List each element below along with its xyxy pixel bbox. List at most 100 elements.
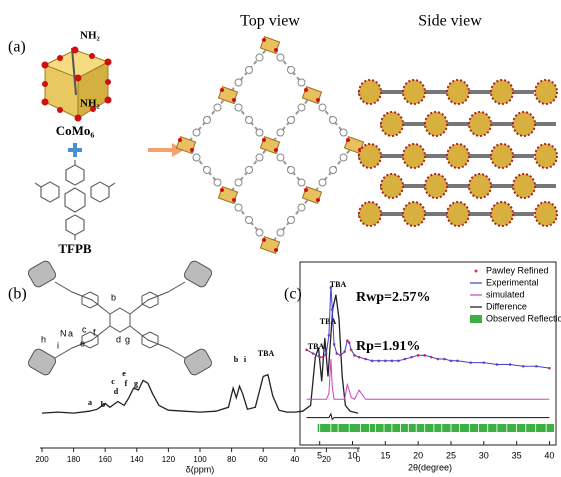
x-axis-label: 2θ(degree) — [408, 462, 452, 472]
cluster — [425, 112, 447, 136]
cluster — [359, 144, 381, 168]
oxygen — [262, 38, 266, 42]
linker-ring — [330, 117, 337, 124]
linker-ring — [288, 167, 295, 174]
cluster — [513, 112, 535, 136]
peak-label: b — [101, 400, 106, 409]
peak-label: b — [234, 355, 239, 364]
panel-label: (a) — [8, 39, 26, 56]
oxygen — [346, 138, 350, 142]
linker-ring — [277, 154, 284, 161]
oxygen — [190, 148, 194, 152]
x-tick-label: 200 — [35, 455, 49, 464]
linker-ring — [235, 179, 242, 186]
linker-ring — [214, 104, 221, 111]
linker-ring — [288, 67, 295, 74]
linker-ring — [288, 117, 295, 124]
peak-label: d — [114, 387, 119, 396]
cluster — [403, 144, 425, 168]
peak-label: i — [244, 355, 247, 364]
como6-cluster — [42, 47, 112, 122]
legend-label: Experimental — [486, 277, 539, 287]
atom-label: d — [116, 334, 121, 344]
cluster — [513, 174, 535, 198]
oxygen — [274, 148, 278, 152]
oxygen — [220, 188, 224, 192]
oxygen — [178, 138, 182, 142]
linker-ring — [298, 104, 305, 111]
atom-label: b — [111, 292, 116, 302]
atom-label: a — [68, 328, 73, 338]
cluster — [359, 202, 381, 226]
cluster — [491, 202, 513, 226]
oxygen — [262, 138, 266, 142]
linker-ring — [277, 54, 284, 61]
x-tick-label: 120 — [162, 455, 176, 464]
legend-marker — [475, 270, 478, 273]
linker-ring — [204, 117, 211, 124]
linker-ring — [277, 129, 284, 136]
view-title: Top view — [240, 13, 300, 30]
cluster — [469, 174, 491, 198]
x-tick-label: 160 — [99, 455, 113, 464]
linker-ring — [319, 179, 326, 186]
compound-label: TFPB — [58, 241, 92, 256]
legend-label: simulated — [486, 289, 525, 299]
group-label: NH₂ — [80, 98, 101, 110]
cluster — [381, 174, 403, 198]
oxygen — [304, 88, 308, 92]
linker-ring — [214, 179, 221, 186]
linker-ring — [340, 154, 347, 161]
x-tick-label: 20 — [413, 450, 423, 460]
peak-label: TBA — [320, 317, 337, 326]
linker-ring — [256, 54, 263, 61]
peak-label: f — [125, 379, 128, 388]
linker-ring — [246, 117, 253, 124]
linker-ring — [246, 67, 253, 74]
linker-ring — [298, 204, 305, 211]
legend-label: Difference — [486, 301, 527, 311]
x-tick-label: 5 — [317, 450, 322, 460]
atom-label: g — [125, 334, 130, 344]
cluster — [359, 80, 381, 104]
linker-ring — [298, 179, 305, 186]
linker-ring — [235, 204, 242, 211]
cluster — [425, 174, 447, 198]
group-label: NH₂ — [80, 30, 101, 42]
x-tick-label: 25 — [446, 450, 456, 460]
x-tick-label: 20 — [322, 455, 331, 464]
reflection-band — [318, 424, 554, 432]
oxygen — [232, 198, 236, 202]
linker-ring — [256, 154, 263, 161]
linker-ring — [235, 104, 242, 111]
atom-label: f — [93, 327, 96, 337]
panel-label: (c) — [284, 286, 302, 303]
panel-label: (b) — [8, 286, 27, 303]
cluster — [447, 202, 469, 226]
cluster — [403, 80, 425, 104]
oxygen — [220, 88, 224, 92]
linker-ring — [193, 129, 200, 136]
cluster — [535, 202, 557, 226]
oxygen — [316, 98, 320, 102]
fit-statistic: Rp=1.91% — [356, 339, 420, 354]
cluster — [447, 144, 469, 168]
linker-ring — [256, 129, 263, 136]
atom-label: e — [80, 338, 85, 348]
x-tick-label: 40 — [544, 450, 554, 460]
x-tick-label: 10 — [348, 450, 358, 460]
peak-label: TBA — [258, 349, 275, 358]
fit-statistic: Rwp=2.57% — [356, 290, 430, 305]
peak-label: e — [122, 369, 126, 378]
legend-marker — [470, 315, 482, 323]
linker-ring — [298, 79, 305, 86]
oxygen — [274, 248, 278, 252]
cluster — [491, 144, 513, 168]
linker-ring — [204, 167, 211, 174]
peak-label: a — [88, 398, 92, 407]
linker-ring — [277, 229, 284, 236]
top-view-structure — [176, 37, 363, 254]
peak-label: g — [134, 379, 138, 388]
x-tick-label: 35 — [512, 450, 522, 460]
x-tick-label: 15 — [380, 450, 390, 460]
